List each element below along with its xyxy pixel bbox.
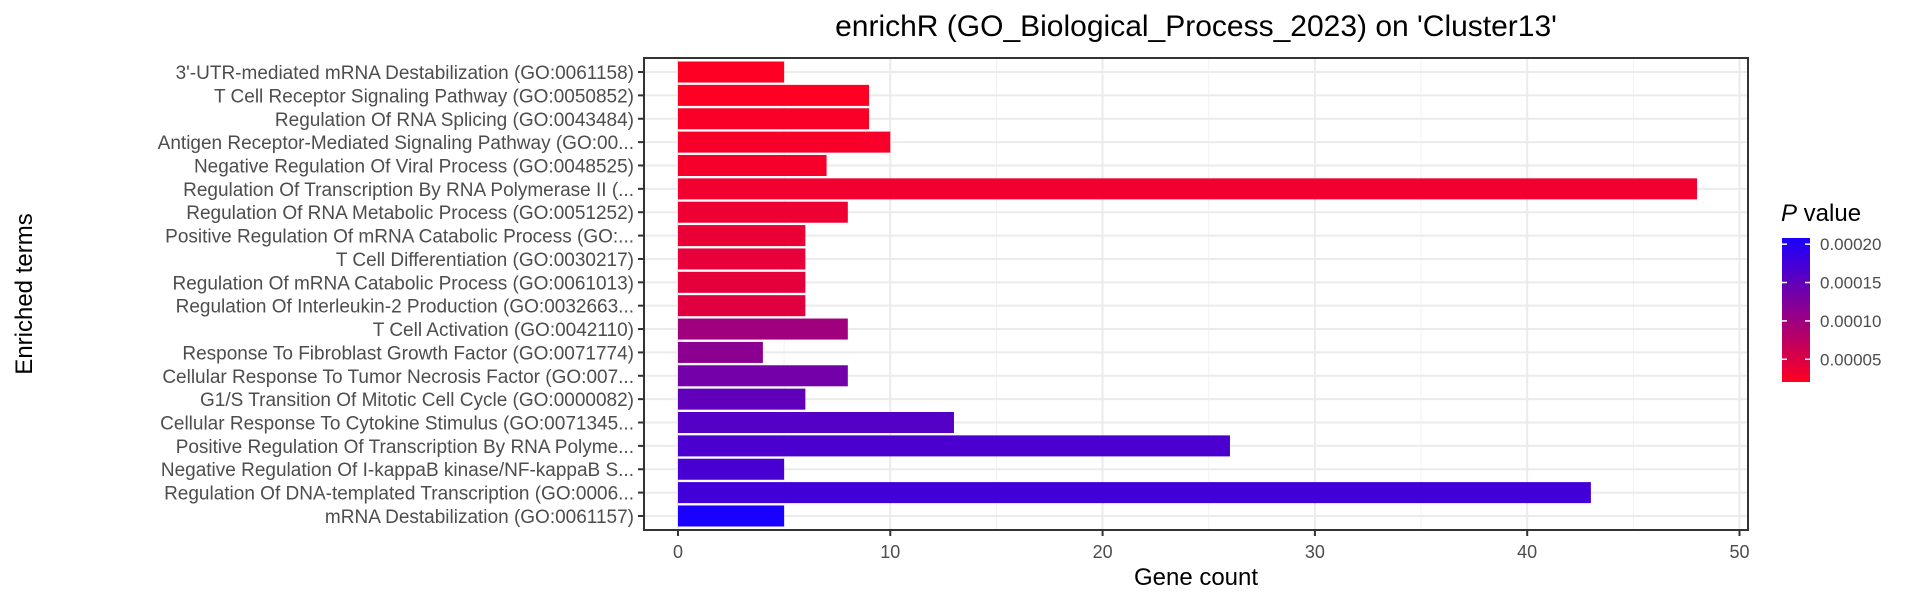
- y-tick-label: Regulation Of RNA Splicing (GO:0043484): [275, 110, 634, 131]
- bar: [677, 435, 1230, 457]
- bar: [677, 154, 827, 176]
- plot-panel: [643, 57, 1749, 531]
- bar: [677, 61, 785, 83]
- x-tick-label: 40: [1517, 542, 1537, 562]
- y-tick-label: 3'-UTR-mediated mRNA Destabilization (GO…: [176, 63, 634, 84]
- legend-tick-label: 0.00010: [1820, 312, 1881, 331]
- y-tick-label: Regulation Of DNA-templated Transcriptio…: [164, 484, 634, 505]
- legend-colorbar: [1782, 238, 1810, 382]
- bar: [677, 225, 806, 247]
- y-tick-label: T Cell Activation (GO:0042110): [373, 320, 634, 341]
- bar: [677, 458, 785, 480]
- legend-title-italic: P: [1781, 200, 1797, 227]
- y-tick-label: T Cell Differentiation (GO:0030217): [336, 250, 634, 271]
- y-tick-label: Negative Regulation Of I-kappaB kinase/N…: [161, 460, 634, 481]
- legend-tick-label: 0.00015: [1820, 274, 1881, 293]
- y-tick-label: G1/S Transition Of Mitotic Cell Cycle (G…: [200, 390, 634, 411]
- y-tick-label: Regulation Of Interleukin-2 Production (…: [176, 297, 634, 318]
- bar: [677, 505, 785, 527]
- bar: [677, 388, 806, 410]
- chart-title: enrichR (GO_Biological_Process_2023) on …: [835, 10, 1557, 43]
- y-tick-label: Positive Regulation Of Transcription By …: [176, 437, 634, 458]
- legend-tick-label: 0.00005: [1820, 350, 1881, 369]
- bar: [677, 412, 954, 434]
- y-axis-title: Enriched terms: [11, 213, 38, 374]
- y-tick-label: Regulation Of RNA Metabolic Process (GO:…: [186, 203, 634, 224]
- bar: [677, 131, 891, 153]
- y-tick-labels: 3'-UTR-mediated mRNA Destabilization (GO…: [158, 63, 644, 528]
- y-tick-label: Regulation Of Transcription By RNA Polym…: [183, 180, 634, 201]
- bar: [677, 271, 806, 293]
- y-tick-label: mRNA Destabilization (GO:0061157): [325, 507, 634, 528]
- x-axis-title: Gene count: [1134, 564, 1258, 591]
- y-tick-label: Antigen Receptor-Mediated Signaling Path…: [158, 133, 634, 154]
- y-tick-label: Cellular Response To Tumor Necrosis Fact…: [162, 367, 634, 388]
- bar: [677, 365, 848, 387]
- x-tick-label: 0: [673, 542, 683, 562]
- legend-title-rest: value: [1797, 200, 1861, 227]
- bar: [677, 248, 806, 270]
- x-tick-label: 30: [1305, 542, 1325, 562]
- p-value-legend: P value 0.00005 0.00010 0.00015 0.00020: [1781, 200, 1881, 382]
- x-tick-label: 50: [1729, 542, 1749, 562]
- legend-tick-label: 0.00020: [1820, 235, 1881, 254]
- bar: [677, 84, 870, 106]
- bar: [677, 201, 848, 223]
- y-tick-label: Cellular Response To Cytokine Stimulus (…: [160, 414, 634, 435]
- y-tick-label: T Cell Receptor Signaling Pathway (GO:00…: [214, 86, 634, 107]
- bar: [677, 482, 1591, 504]
- bar: [677, 108, 870, 130]
- legend-title: P value: [1781, 200, 1861, 227]
- bar: [677, 341, 763, 363]
- bar: [677, 318, 848, 340]
- panel-border: [643, 57, 1749, 531]
- y-tick-label: Response To Fibroblast Growth Factor (GO…: [182, 343, 634, 364]
- x-tick-label: 20: [1093, 542, 1113, 562]
- y-tick-label: Regulation Of mRNA Catabolic Process (GO…: [173, 273, 635, 294]
- y-tick-label: Negative Regulation Of Viral Process (GO…: [194, 156, 634, 177]
- bar: [677, 295, 806, 317]
- x-tick-labels: 0 10 20 30 40 50: [673, 530, 1750, 562]
- y-tick-label: Positive Regulation Of mRNA Catabolic Pr…: [165, 227, 634, 248]
- bar: [677, 178, 1698, 200]
- x-tick-label: 10: [880, 542, 900, 562]
